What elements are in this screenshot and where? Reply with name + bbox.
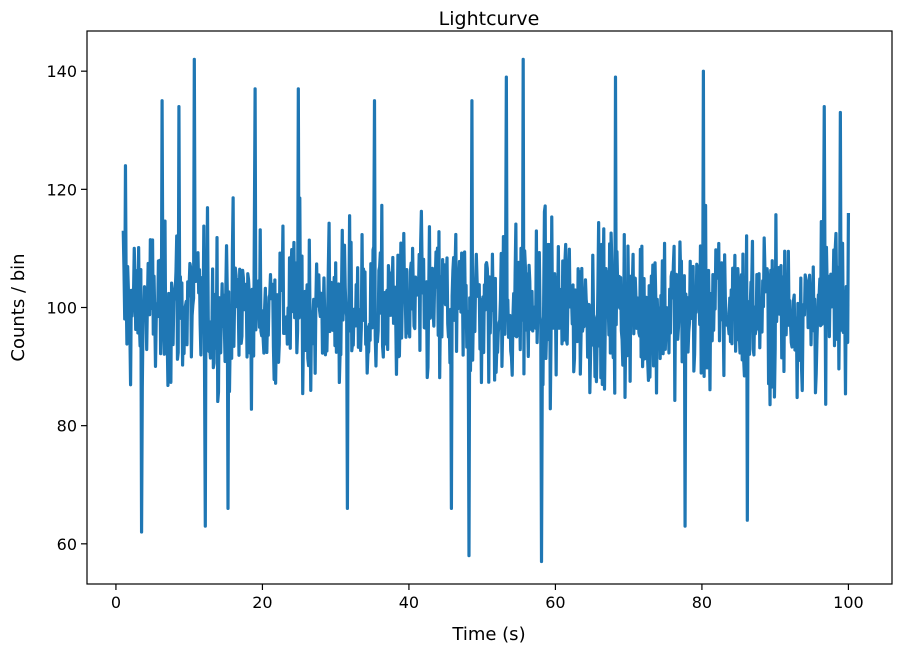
lightcurve-line [121,57,851,564]
x-tick-label: 40 [399,593,419,612]
x-axis: 0 20 40 60 80 100 [111,584,864,612]
y-tick-label: 100 [46,299,77,318]
x-tick-label: 80 [692,593,712,612]
x-axis-title: Time (s) [451,624,525,645]
y-tick-label: 140 [46,62,77,81]
y-axis-title: Counts / bin [8,253,29,361]
x-tick-label: 20 [252,593,272,612]
x-tick-label: 60 [545,593,565,612]
x-tick-label: 0 [111,593,121,612]
series-layer [121,57,851,564]
y-tick-label: 80 [57,417,77,436]
x-tick-label: 100 [833,593,864,612]
chart-title: Lightcurve [439,8,540,30]
y-tick-label: 120 [46,180,77,199]
y-tick-label: 60 [57,535,77,554]
y-axis: 60 80 100 120 140 [46,62,87,554]
